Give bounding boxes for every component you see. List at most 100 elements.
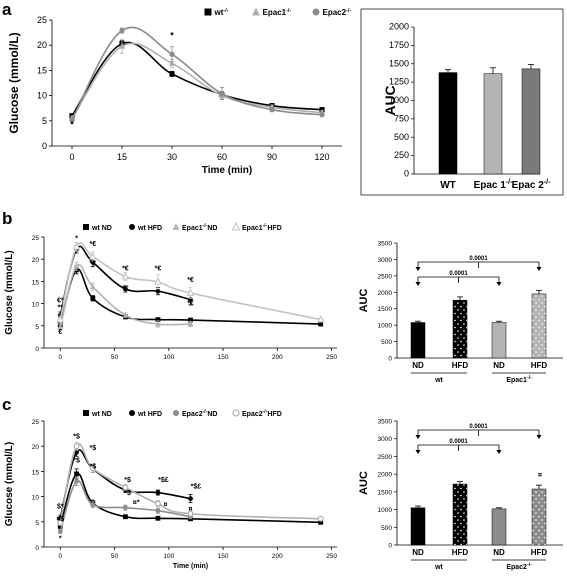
data-point — [316, 314, 325, 323]
bar-pattern — [532, 293, 546, 358]
legend-marker — [232, 409, 240, 417]
bar-pattern — [532, 489, 546, 545]
legend-suffix: ND — [207, 225, 217, 232]
y-tick-label: 5 — [42, 116, 47, 126]
significance-annotation: *$ — [73, 434, 80, 441]
y-tick-label: 2000 — [378, 472, 393, 479]
chart-b-auc-bar: 0 500 1000 1500 2000 2500 3000 3500 AUC ND HFD ND HF… — [358, 241, 563, 384]
p-value: 0.0001 — [449, 439, 468, 445]
category-label: ND — [493, 548, 505, 557]
bracket-arrowhead — [496, 282, 502, 286]
y-tick-label: 1000 — [389, 95, 409, 105]
data-point — [317, 515, 324, 522]
y-axis-title: Glucose (mmol/L) — [4, 442, 15, 526]
category-superscript: -/- — [506, 179, 513, 186]
bracket-arrowhead — [415, 450, 421, 454]
data-point — [155, 288, 161, 294]
bar — [521, 68, 541, 175]
data-point — [89, 283, 96, 290]
legend-marker — [312, 8, 320, 16]
data-point — [74, 479, 79, 484]
legend-label-text: wt HFD — [137, 225, 162, 232]
significance-annotation: * — [59, 535, 62, 542]
y-axis-title: AUC — [358, 471, 370, 495]
y-axis-title: AUC — [382, 85, 398, 115]
y-tick-label: 0 — [388, 543, 392, 550]
legend-suffix: ND — [207, 411, 217, 418]
data-point — [155, 515, 161, 521]
data-point — [169, 71, 175, 77]
y-tick-label: 1000 — [378, 507, 393, 514]
y-tick-label: 250 — [394, 150, 409, 160]
legend-label-text: wt HFD — [137, 411, 162, 418]
bar — [491, 322, 507, 359]
data-point — [56, 314, 65, 323]
legend-label: wt HFD — [137, 225, 162, 232]
legend-label: Epac1-/- — [263, 8, 292, 17]
series-line-2 — [71, 26, 323, 121]
group-label-text: Epac2 — [506, 564, 527, 571]
data-point — [122, 484, 129, 491]
category-label: ND — [412, 361, 424, 370]
significance-annotation: *€ — [155, 266, 162, 273]
x-tick-label: 50 — [111, 354, 119, 361]
x-tick-label: 250 — [326, 553, 337, 560]
y-tick-label: 2000 — [378, 290, 393, 297]
y-tick-label: 3000 — [378, 257, 393, 264]
y-tick-label: 0 — [35, 346, 39, 353]
data-point — [72, 242, 81, 250]
data-point — [187, 510, 194, 517]
legend-marker — [129, 224, 135, 230]
significance-annotation: € — [58, 329, 62, 336]
data-point — [119, 27, 125, 34]
group-label: wt — [434, 564, 443, 571]
category-label: WT — [440, 180, 456, 191]
series-line-2 — [59, 263, 191, 328]
legend-label-text: wt — [214, 8, 224, 17]
data-point — [269, 107, 275, 113]
legend-superscript: -/- — [203, 409, 208, 415]
legend-marker — [172, 223, 180, 230]
panel-letter-b: b — [2, 209, 12, 228]
legend-marker — [173, 410, 179, 416]
y-tick-label: 0 — [388, 356, 392, 363]
x-tick-label: 60 — [217, 152, 227, 162]
y-tick-label: 1250 — [389, 77, 409, 87]
significance-annotation: * — [70, 119, 74, 129]
data-point — [154, 277, 162, 285]
data-point — [318, 519, 324, 525]
legend-label-text: Epac2 — [182, 411, 203, 418]
y-tick-label: 5 — [35, 520, 39, 527]
group-superscript: -/- — [527, 375, 532, 381]
data-point — [74, 471, 79, 477]
group-label: Epac2-/- — [506, 562, 532, 571]
legend-label: Epac2-/-ND — [182, 409, 217, 418]
legend-marker — [129, 410, 135, 416]
x-tick-label: 120 — [314, 152, 329, 162]
data-point — [155, 320, 161, 327]
significance-annotation: ¤ — [189, 506, 193, 513]
data-point — [155, 490, 161, 495]
category-label: HFD — [531, 361, 548, 370]
x-tick-label: 100 — [163, 354, 174, 361]
p-value: 0.0001 — [469, 424, 488, 430]
x-tick-label: 90 — [267, 152, 277, 162]
y-tick-label: 15 — [37, 65, 47, 75]
significance-annotation: *€ — [122, 266, 129, 273]
significance-annotation: *$£ — [158, 477, 169, 484]
x-tick-label: 0 — [58, 553, 62, 560]
data-point — [89, 251, 97, 260]
data-point — [186, 288, 195, 296]
data-point — [155, 508, 161, 514]
legend-superscript: -/- — [346, 8, 351, 14]
legend-label: wt ND — [91, 411, 112, 418]
data-point — [219, 90, 225, 97]
series-line-2 — [59, 480, 191, 532]
data-point — [188, 317, 193, 323]
y-tick-label: 25 — [32, 235, 40, 242]
x-axis-title: Time (min) — [173, 563, 208, 570]
legend-label-text: Epac1 — [182, 225, 203, 232]
series-line-1 — [59, 245, 191, 316]
y-tick-label: 1500 — [389, 58, 409, 68]
